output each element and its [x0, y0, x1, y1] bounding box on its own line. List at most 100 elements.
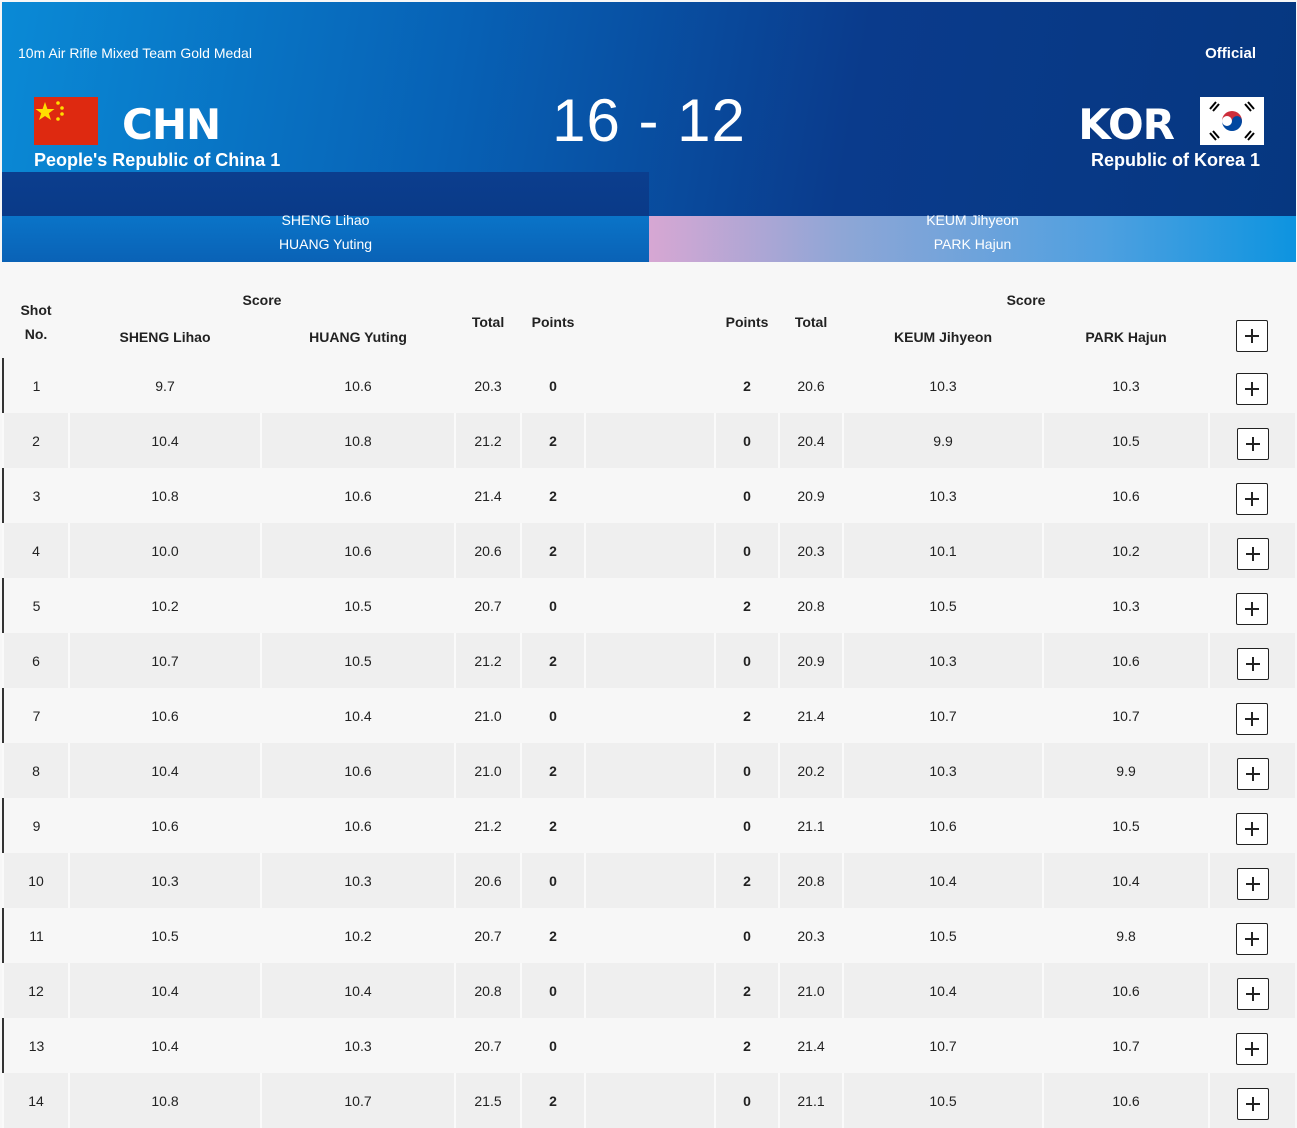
score: 10.5 — [261, 578, 456, 633]
score: 9.7 — [69, 358, 261, 413]
points: 0 — [715, 468, 780, 523]
status: Official — [1205, 45, 1256, 62]
score: 10.4 — [68, 963, 261, 1018]
points: 0 — [714, 1073, 780, 1128]
expand-all-button[interactable] — [1236, 320, 1269, 352]
score: 10.7 — [259, 1073, 456, 1128]
shot-row: 8 10.4 10.6 21.0 2 0 20.2 10.3 9.9 — [2, 743, 1296, 798]
shot-no: 11 — [2, 908, 69, 963]
shot-no: 6 — [2, 633, 69, 688]
expand-button[interactable] — [1236, 427, 1269, 460]
team-code: KOR — [1078, 100, 1175, 149]
col-header: KEUM Jihyeon — [894, 328, 993, 345]
shot-row: 10 10.3 10.3 20.6 0 2 20.8 10.4 10.4 — [2, 853, 1296, 908]
total: 21.4 — [779, 1018, 844, 1073]
shot-row: 1 9.7 10.6 20.3 0 2 20.6 10.3 10.3 — [2, 358, 1296, 413]
points: 0 — [714, 523, 780, 578]
expand-button[interactable] — [1236, 537, 1269, 570]
total: 20.2 — [778, 743, 844, 798]
shot-no: 8 — [2, 743, 69, 798]
total: 21.0 — [455, 688, 522, 743]
expand-button[interactable] — [1236, 812, 1269, 845]
score: 10.6 — [69, 798, 261, 853]
expand-button[interactable] — [1236, 867, 1269, 900]
shot-row: 6 10.7 10.5 21.2 2 0 20.9 10.3 10.6 — [2, 633, 1296, 688]
team-name: People's Republic of China 1 — [34, 150, 281, 170]
total: 21.1 — [779, 798, 844, 853]
total: 20.9 — [778, 633, 844, 688]
points: 0 — [521, 1018, 586, 1073]
shot-no: 5 — [2, 578, 69, 633]
points: 2 — [521, 908, 586, 963]
expand-button[interactable] — [1236, 482, 1269, 515]
total: 21.0 — [454, 743, 522, 798]
athlete: PARK Hajun — [933, 236, 1012, 252]
team-code: CHN — [122, 100, 221, 149]
expand-button[interactable] — [1236, 922, 1269, 955]
col-header: PARK Hajun — [1085, 328, 1167, 345]
total: 20.6 — [779, 358, 844, 413]
expand-button[interactable] — [1236, 1032, 1269, 1065]
shot-row: 3 10.8 10.6 21.4 2 0 20.9 10.3 10.6 — [2, 468, 1296, 523]
score: 10.3 — [842, 633, 1044, 688]
total: 20.6 — [454, 853, 522, 908]
points: 2 — [714, 853, 780, 908]
score: 10.8 — [259, 413, 456, 468]
score: 10.6 — [259, 523, 456, 578]
shot-row: 13 10.4 10.3 20.7 0 2 21.4 10.7 10.7 — [2, 1018, 1296, 1073]
points: 0 — [714, 743, 780, 798]
score: 10.2 — [1042, 523, 1210, 578]
expand-button[interactable] — [1236, 647, 1269, 680]
score: 10.8 — [69, 468, 261, 523]
score: 9.9 — [1042, 743, 1210, 798]
total: 21.5 — [454, 1073, 522, 1128]
points: 2 — [715, 578, 780, 633]
score: 10.3 — [259, 853, 456, 908]
total: 20.7 — [455, 1018, 522, 1073]
expand-button[interactable] — [1236, 592, 1269, 625]
col-header: Shot No. — [20, 301, 52, 342]
score: 10.4 — [68, 413, 261, 468]
score: 10.6 — [69, 688, 261, 743]
expand-button[interactable] — [1236, 757, 1269, 790]
points: 0 — [520, 853, 586, 908]
score: 10.3 — [261, 1018, 456, 1073]
shot-row: 4 10.0 10.6 20.6 2 0 20.3 10.1 10.2 — [2, 523, 1296, 578]
shot-no: 3 — [2, 468, 69, 523]
athlete: SHENG Lihao — [281, 212, 370, 228]
flag-chn — [34, 97, 98, 145]
total: 20.8 — [778, 853, 844, 908]
expand-button[interactable] — [1236, 977, 1269, 1010]
total: 20.9 — [779, 468, 844, 523]
athlete: KEUM Jihyeon — [926, 212, 1019, 228]
score: 10.6 — [259, 743, 456, 798]
team-name: Republic of Korea 1 — [1090, 150, 1260, 170]
score: 10.6 — [1042, 963, 1210, 1018]
score: 10.4 — [1042, 853, 1210, 908]
score: 10.3 — [842, 743, 1044, 798]
score: 10.4 — [69, 1018, 261, 1073]
total: 21.0 — [778, 963, 844, 1018]
score: 10.5 — [843, 908, 1044, 963]
score: 10.6 — [1043, 468, 1210, 523]
expand-button[interactable] — [1236, 1087, 1269, 1120]
col-header: Points — [531, 313, 575, 330]
expand-button[interactable] — [1236, 702, 1269, 735]
points: 0 — [715, 798, 780, 853]
shot-no: 14 — [2, 1073, 69, 1128]
total: 20.3 — [779, 908, 844, 963]
score: 10.4 — [261, 688, 456, 743]
shot-row: 14 10.8 10.7 21.5 2 0 21.1 10.5 10.6 — [2, 1073, 1296, 1128]
away-band — [649, 216, 1296, 262]
total: 20.8 — [454, 963, 522, 1018]
points: 0 — [520, 963, 586, 1018]
score: 10.5 — [1043, 798, 1210, 853]
points: 2 — [715, 358, 780, 413]
score: 10.4 — [68, 743, 261, 798]
expand-button[interactable] — [1236, 372, 1269, 405]
points: 2 — [715, 1018, 780, 1073]
shot-row: 12 10.4 10.4 20.8 0 2 21.0 10.4 10.6 — [2, 963, 1296, 1018]
total: 20.8 — [779, 578, 844, 633]
score: 10.4 — [842, 963, 1044, 1018]
